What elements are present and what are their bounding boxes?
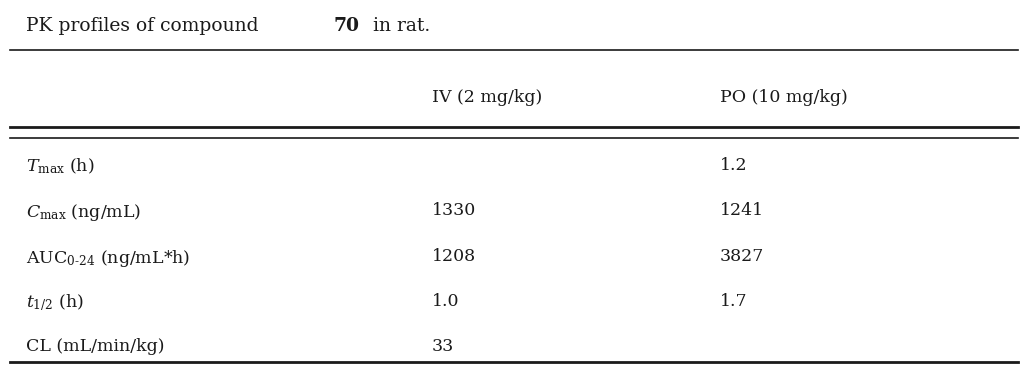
Text: $C_{\mathrm{max}}$ (ng/mL): $C_{\mathrm{max}}$ (ng/mL) bbox=[26, 202, 141, 223]
Text: $t_{1/2}$ (h): $t_{1/2}$ (h) bbox=[26, 293, 83, 313]
Text: PK profiles of compound: PK profiles of compound bbox=[26, 17, 264, 35]
Text: CL (mL/min/kg): CL (mL/min/kg) bbox=[26, 338, 164, 355]
Text: IV (2 mg/kg): IV (2 mg/kg) bbox=[432, 89, 542, 106]
Text: $T_{\mathrm{max}}$ (h): $T_{\mathrm{max}}$ (h) bbox=[26, 157, 95, 176]
Text: 1241: 1241 bbox=[720, 202, 764, 219]
Text: in rat.: in rat. bbox=[367, 17, 431, 35]
Text: $\mathrm{AUC}_{0\text{-}24}$ (ng/mL*h): $\mathrm{AUC}_{0\text{-}24}$ (ng/mL*h) bbox=[26, 248, 190, 269]
Text: PO (10 mg/kg): PO (10 mg/kg) bbox=[720, 89, 847, 106]
Text: 33: 33 bbox=[432, 338, 454, 355]
Text: 1.0: 1.0 bbox=[432, 293, 460, 310]
Text: 1.2: 1.2 bbox=[720, 157, 747, 174]
Text: 1330: 1330 bbox=[432, 202, 476, 219]
Text: 3827: 3827 bbox=[720, 248, 764, 265]
Text: 1208: 1208 bbox=[432, 248, 476, 265]
Text: 1.7: 1.7 bbox=[720, 293, 747, 310]
Text: 70: 70 bbox=[333, 17, 360, 35]
